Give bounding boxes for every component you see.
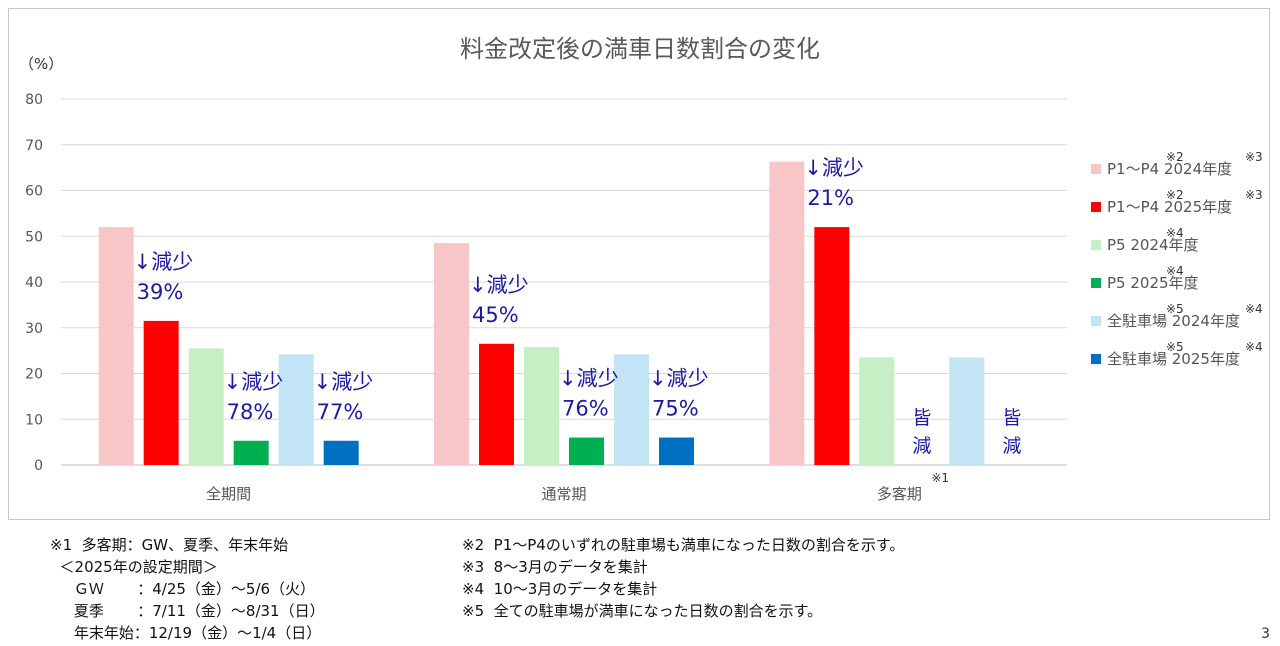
y-axis-label: （%） xyxy=(19,55,63,73)
legend-note: ※4 xyxy=(1166,264,1184,278)
y-tick-label: 30 xyxy=(25,321,43,337)
annotation-label: 皆減 xyxy=(1002,407,1021,457)
legend-swatch xyxy=(1091,240,1101,250)
page-number: 3 xyxy=(1261,626,1270,642)
legend-swatch xyxy=(1091,202,1101,212)
category-note: ※1 xyxy=(931,471,949,485)
legend-note: ※5 xyxy=(1166,302,1184,316)
legend-note: ※2 xyxy=(1166,150,1184,164)
notes-left: ※1 多客期：GW、夏季、年末年始 ＜2025年の設定期間＞ ＧＷ ：4/25（… xyxy=(50,534,325,644)
legend-note: ※4 xyxy=(1245,340,1263,354)
legend-label: 全駐車場 2024年度 xyxy=(1107,312,1240,330)
y-tick-label: 0 xyxy=(34,458,43,474)
bar xyxy=(949,357,985,465)
y-tick-label: 50 xyxy=(25,229,43,245)
annotation-label: ↓減少 45% xyxy=(469,273,529,327)
chart-title: 料金改定後の満車日数割合の変化 xyxy=(460,35,820,63)
bar xyxy=(323,440,359,465)
bar-chart: 料金改定後の満車日数割合の変化 （%） 0 10 20 30 40 50 60 70 80 全期間 通常… xyxy=(19,35,1263,503)
bar xyxy=(278,354,314,465)
bar xyxy=(614,354,649,465)
note-line: ※4 10～3月のデータを集計 xyxy=(462,580,658,598)
legend-label: P5 2025年度 xyxy=(1107,274,1199,292)
annotation-label: ↓減少 21% xyxy=(804,156,864,210)
legend-swatch xyxy=(1091,354,1101,364)
x-tick-label: 多客期 xyxy=(877,485,922,503)
annotation-label: ↓減少 39% xyxy=(134,250,194,304)
annotation-label: ↓減少 76% xyxy=(559,367,619,421)
legend-note: ※5 xyxy=(1166,340,1184,354)
bar xyxy=(814,227,850,465)
bar xyxy=(188,348,224,465)
legend-label: P5 2024年度 xyxy=(1107,236,1199,254)
note-line: 年末年始：12/19（金）～1/4（日） xyxy=(50,624,322,642)
legend-note: ※2 xyxy=(1166,188,1184,202)
legend-label: P1～P4 2024年度 xyxy=(1107,160,1232,178)
legend-note: ※4 xyxy=(1166,226,1184,240)
bar xyxy=(659,437,694,465)
bar xyxy=(769,161,805,466)
annotation-label: ↓減少 77% xyxy=(314,370,374,424)
y-tick-label: 70 xyxy=(25,138,43,154)
chart-frame: 料金改定後の満車日数割合の変化 （%） 0 10 20 30 40 50 60 70 80 全期間 通常… xyxy=(8,8,1270,520)
legend-swatch xyxy=(1091,278,1101,288)
notes-right: ※2 P1～P4のいずれの駐車場も満車になった日数の割合を示す。 ※3 8～3月… xyxy=(462,534,904,622)
y-tick-label: 40 xyxy=(25,275,43,291)
legend-swatch xyxy=(1091,164,1101,174)
x-tick-label: 通常期 xyxy=(541,485,586,503)
note-line: 夏季 ：7/11（金）～8/31（日） xyxy=(50,602,325,620)
annotation-label: ↓減少 78% xyxy=(224,370,284,424)
bar xyxy=(434,243,469,465)
annotation-label: ↓減少 75% xyxy=(649,367,709,421)
bar xyxy=(524,346,559,465)
note-line: ※5 全ての駐車場が満車になった日数の割合を示す。 xyxy=(462,602,823,620)
y-tick-label: 20 xyxy=(25,367,43,383)
legend-note: ※3 xyxy=(1245,188,1263,202)
bar xyxy=(143,320,179,465)
bar xyxy=(569,437,604,465)
bar xyxy=(479,343,514,465)
legend-label: P1～P4 2025年度 xyxy=(1107,198,1232,216)
legend-swatch xyxy=(1091,316,1101,326)
y-tick-label: 10 xyxy=(25,412,43,428)
bar xyxy=(233,440,269,465)
y-tick-label: 60 xyxy=(25,184,43,200)
bar xyxy=(98,227,134,465)
annotation-label: 皆減 xyxy=(912,407,931,457)
note-line: ＜2025年の設定期間＞ xyxy=(50,558,218,576)
note-line: ＧＷ ：4/25（金）～5/6（火） xyxy=(50,580,316,598)
bar xyxy=(859,357,895,465)
x-tick-label: 全期間 xyxy=(206,485,251,503)
note-line: ※2 P1～P4のいずれの駐車場も満車になった日数の割合を示す。 xyxy=(462,536,905,554)
y-tick-label: 80 xyxy=(25,92,43,108)
legend-label: 全駐車場 2025年度 xyxy=(1107,350,1240,368)
legend-note: ※4 xyxy=(1245,302,1263,316)
note-line: ※1 多客期：GW、夏季、年末年始 xyxy=(50,536,289,554)
note-line: ※3 8～3月のデータを集計 xyxy=(462,558,648,576)
legend-note: ※3 xyxy=(1245,150,1263,164)
